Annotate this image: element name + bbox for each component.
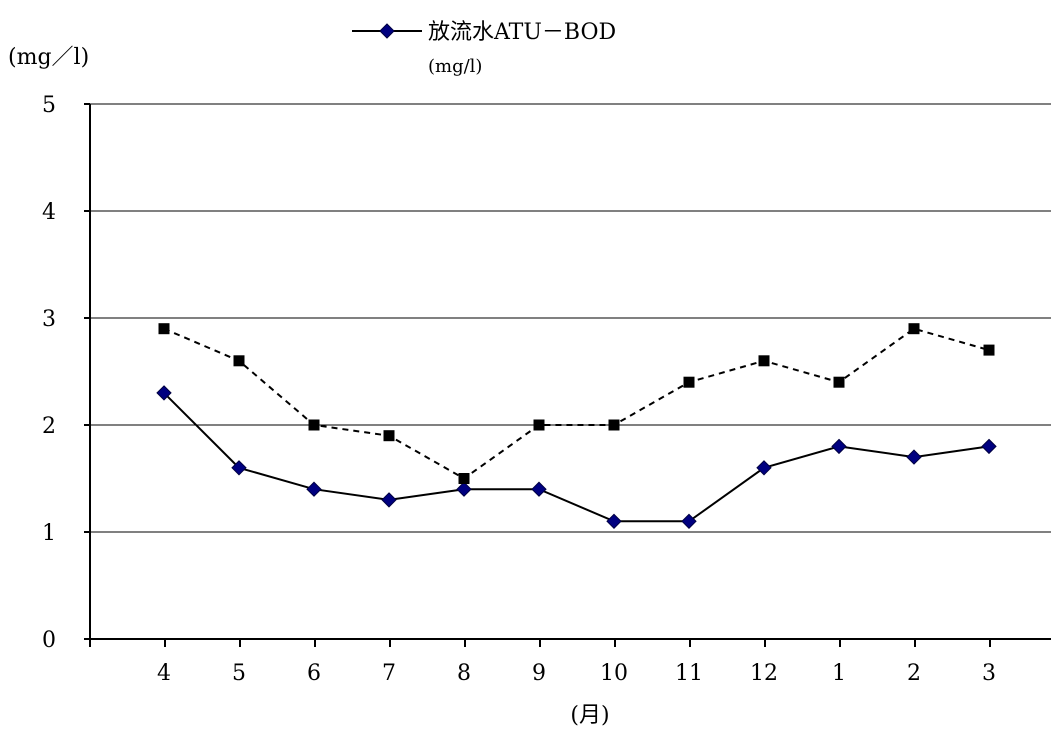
series-0-point [606, 513, 622, 530]
series-lines [163, 327, 990, 523]
legend-entry-unit: (mg/l) [428, 56, 482, 77]
x-tick-label: 2 [907, 661, 921, 686]
x-axis-label: (月) [570, 703, 609, 728]
y-tick-label: 4 [42, 200, 56, 225]
series-line-1 [163, 327, 990, 480]
series-0-point [306, 481, 322, 497]
series-1-point [233, 355, 245, 367]
series-1-point [608, 419, 620, 431]
series-line-0 [163, 392, 990, 523]
x-tick-label: 7 [382, 661, 396, 686]
series-0-point [156, 385, 172, 401]
x-tick-label: 11 [675, 661, 703, 686]
series-0-point [456, 481, 472, 497]
y-tick-label: 1 [42, 521, 56, 546]
series-1-point [458, 473, 470, 484]
gridlines [90, 210, 1051, 533]
series-markers [156, 323, 997, 530]
y-tick-labels: 0 1 2 3 4 5 [42, 93, 90, 653]
x-tick-label: 3 [982, 661, 996, 686]
series-0-point [831, 438, 847, 455]
axes [89, 103, 1051, 640]
series-0-point [756, 460, 772, 476]
series-1-point [833, 376, 845, 388]
series-1-point [533, 419, 545, 431]
series-0-point [981, 438, 997, 455]
x-tick-label: 1 [832, 661, 846, 686]
series-0-point [681, 513, 697, 530]
legend: 放流水ATU－BOD (mg/l) [352, 20, 616, 77]
series-0-point [231, 460, 247, 476]
x-tick-label: 5 [232, 661, 246, 686]
series-1-point [158, 323, 170, 335]
series-1-point [308, 419, 320, 431]
y-tick-label: 2 [42, 414, 56, 439]
x-tick-label: 8 [457, 661, 471, 686]
series-1-point [983, 344, 995, 356]
x-ticks: 4 5 6 7 8 9 10 11 12 1 2 3 [89, 639, 996, 686]
series-1-point [383, 430, 395, 442]
y-tick-label: 0 [42, 628, 56, 653]
series-1-point [908, 323, 920, 335]
series-1-point [758, 355, 770, 367]
y-axis-label: (mg／l) [8, 45, 89, 70]
y-tick-label: 5 [42, 93, 56, 118]
legend-entry-label: 放流水ATU－BOD [428, 20, 616, 45]
series-0-point [906, 449, 922, 465]
x-tick-label: 4 [157, 661, 171, 686]
series-1-point [683, 376, 695, 388]
x-tick-label: 9 [532, 661, 546, 686]
x-tick-label: 10 [600, 661, 628, 686]
x-tick-label: 6 [307, 661, 321, 686]
series-0-point [381, 492, 397, 508]
x-tick-label: 12 [750, 661, 778, 686]
y-tick-label: 3 [42, 307, 56, 332]
series-0-point [531, 481, 547, 497]
legend-marker-diamond-icon [379, 23, 395, 39]
